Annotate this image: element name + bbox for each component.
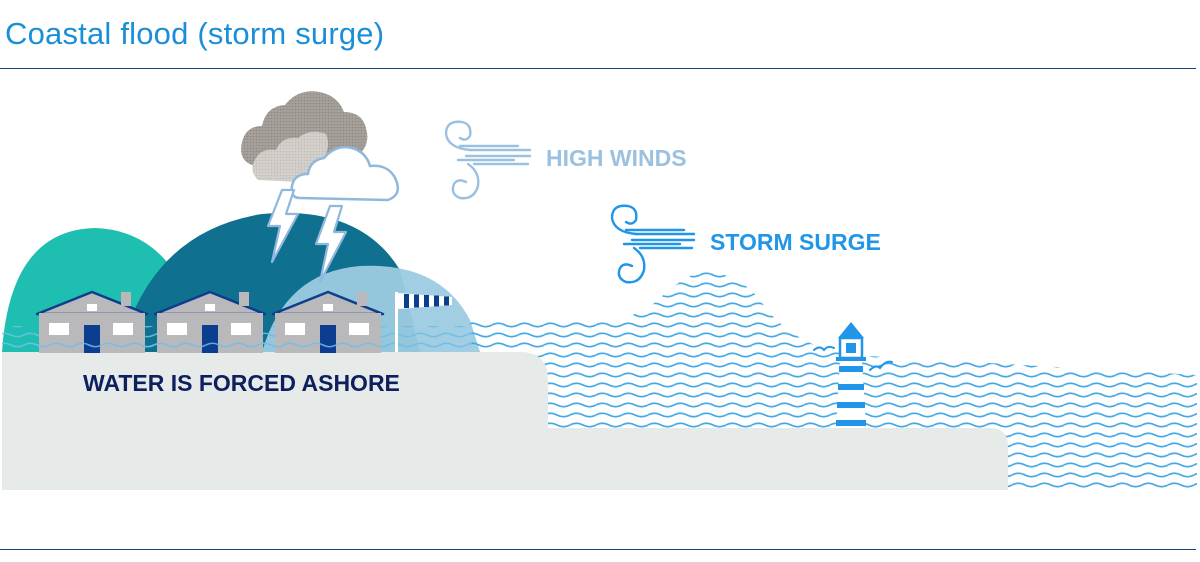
lighthouse-icon: [836, 322, 866, 428]
houses: [30, 290, 390, 353]
lightning-bolt-icon: [266, 188, 348, 284]
wind-icon: [444, 120, 532, 200]
storm-surge-label: STORM SURGE: [710, 229, 881, 255]
land-shoreline: [2, 352, 1008, 490]
wind-icon: [610, 204, 696, 284]
bottom-divider: [0, 549, 1196, 550]
windsock-icon: [395, 292, 452, 352]
page-title: Coastal flood (storm surge): [5, 16, 385, 51]
top-divider: [0, 68, 1196, 69]
seagull-icon: [813, 345, 893, 371]
water-forced-ashore-label: WATER IS FORCED ASHORE: [83, 370, 400, 396]
high-winds-label: HIGH WINDS: [546, 145, 687, 171]
storm-cloud-icon: [241, 91, 400, 202]
